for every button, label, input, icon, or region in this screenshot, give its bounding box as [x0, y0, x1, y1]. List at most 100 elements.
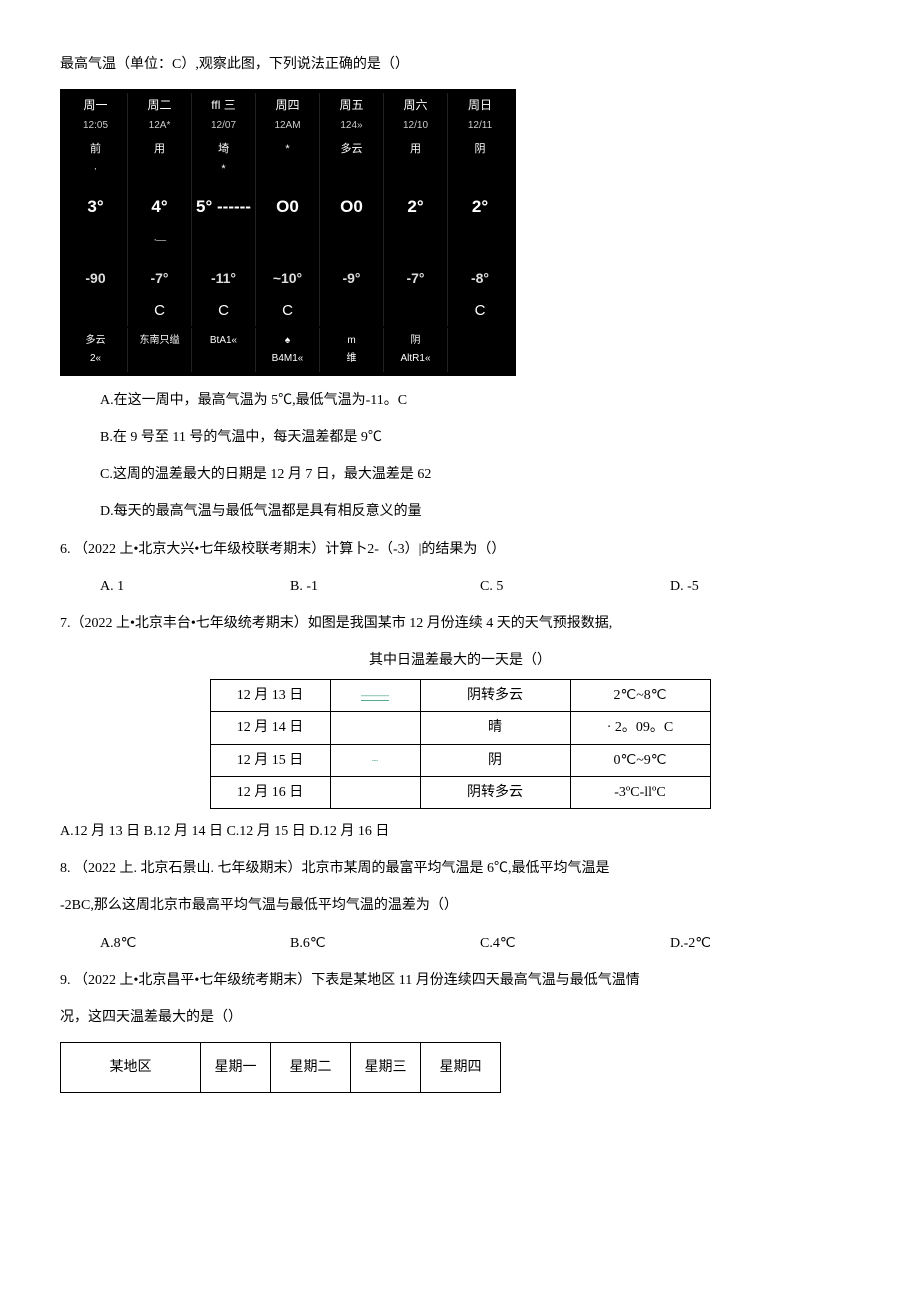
ww-unit-cell — [320, 295, 384, 326]
ww-cond-cell: 多云 — [320, 137, 384, 183]
ww-cond-cell: 阴 — [448, 137, 512, 183]
table-cell — [330, 776, 420, 808]
ww-hi-cell: 4°·— — [128, 182, 192, 259]
ww-unit-cell — [384, 295, 448, 326]
table-cell: ┈ — [330, 744, 420, 776]
ww-cond-cell: 埼* — [192, 137, 256, 183]
ww-day-cell: 周一12:05 — [64, 93, 128, 137]
ww-lo-cell: -11° — [192, 260, 256, 297]
q8-opt-d: D.-2℃ — [670, 931, 860, 956]
ww-cond-cell: 用 — [384, 137, 448, 183]
table-cell: · 2。09。C — [570, 712, 710, 744]
table-cell: 阴 — [420, 744, 570, 776]
ww-bottom-cell: m维 — [320, 328, 384, 372]
ww-bottom-cell: 东南只缢 — [128, 328, 192, 372]
ww-bottom-cell — [448, 328, 512, 372]
table-cell — [330, 712, 420, 744]
table-row: 12 月 16 日 阴转多云-3ºC-llºC — [210, 776, 710, 808]
ww-bottom-cell: ♠B4M1« — [256, 328, 320, 372]
table-row: 12 月 14 日 晴· 2。09。C — [210, 712, 710, 744]
ww-day-cell: 周四12AM — [256, 93, 320, 137]
q8-opt-b: B.6℃ — [290, 931, 480, 956]
weather-widget: 周一12:05周二12A*ffl 三12/07周四12AM周五124»周六12/… — [60, 89, 516, 376]
ww-hi-cell: 2° — [384, 182, 448, 259]
table-row: 12 月 13 日——阴转多云2℃~8℃ — [210, 680, 710, 712]
table-cell: 阴转多云 — [420, 680, 570, 712]
ww-day-cell: 周五124» — [320, 93, 384, 137]
ww-hi-cell: 2° — [448, 182, 512, 259]
ww-cond-row: 前·用埼**多云用阴 — [64, 137, 512, 183]
q5-intro: 最高气温（单位：C）,观察此图，下列说法正确的是（） — [60, 52, 860, 77]
q6-opt-a: A. 1 — [100, 574, 290, 599]
ww-cond-cell: 前· — [64, 137, 128, 183]
table-cell: 星期一 — [201, 1043, 271, 1093]
ww-hi-cell: O0 — [256, 182, 320, 259]
table-row: 某地区星期一星期二星期三星期四 — [61, 1043, 501, 1093]
ww-unit-cell — [64, 295, 128, 326]
table-cell: 0℃~9℃ — [570, 744, 710, 776]
table-cell: 星期四 — [421, 1043, 501, 1093]
ww-lo-row: -90-7°-11°~10°-9°-7°-8° — [64, 260, 512, 297]
q8-line1: 8. （2022 上. 北京石景山. 七年级期末）北京市某周的最富平均气温是 6… — [60, 856, 860, 881]
table-cell: -3ºC-llºC — [570, 776, 710, 808]
ww-hi-cell: O0 — [320, 182, 384, 259]
ww-hi-cell: 5° ------ — [192, 182, 256, 259]
ww-unit-row: CCCC — [64, 297, 512, 328]
table-cell: 12 月 16 日 — [210, 776, 330, 808]
ww-unit-cell: C — [192, 295, 256, 326]
ww-cond-cell: * — [256, 137, 320, 183]
q6-options: A. 1 B. -1 C. 5 D. -5 — [100, 574, 860, 599]
table-cell: 12 月 13 日 — [210, 680, 330, 712]
q6-opt-d: D. -5 — [670, 574, 860, 599]
table-cell: 星期二 — [271, 1043, 351, 1093]
ww-hi-row: 3°4°·—5° ------O0O02°2° — [64, 182, 512, 259]
q5-opt-d: D.每天的最高气温与最低气温都是具有相反意义的量 — [60, 499, 860, 524]
q5-opt-c: C.这周的温差最大的日期是 12 月 7 日，最大温差是 62 — [60, 462, 860, 487]
table-row: 12 月 15 日┈阴0℃~9℃ — [210, 744, 710, 776]
ww-bottom-row: 多云2«东南只缢BtA1«♠B4M1«m维阴AltR1« — [64, 328, 512, 372]
table-cell: —— — [330, 680, 420, 712]
ww-bottom-cell: BtA1« — [192, 328, 256, 372]
table-cell: 12 月 15 日 — [210, 744, 330, 776]
ww-bottom-cell: 阴AltR1« — [384, 328, 448, 372]
q6-stem: 6. （2022 上•北京大兴•七年级校联考期末）计算卜2-（-3）|的结果为（… — [60, 537, 860, 562]
ww-hi-cell: 3° — [64, 182, 128, 259]
ww-day-cell: ffl 三12/07 — [192, 93, 256, 137]
ww-bottom-cell: 多云2« — [64, 328, 128, 372]
ww-unit-cell: C — [256, 295, 320, 326]
q6-opt-c: C. 5 — [480, 574, 670, 599]
q5-opt-a: A.在这一周中，最高气温为 5℃,最低气温为-11。C — [60, 388, 860, 413]
ww-lo-cell: -7° — [128, 260, 192, 297]
ww-day-cell: 周六12/10 — [384, 93, 448, 137]
table-cell: 阴转多云 — [420, 776, 570, 808]
q7-answers: A.12 月 13 日 B.12 月 14 日 C.12 月 15 日 D.12… — [60, 819, 860, 844]
q9-line1: 9. （2022 上•北京昌平•七年级统考期末）下表是某地区 11 月份连续四天… — [60, 968, 860, 993]
q9-line2: 况，这四天温差最大的是（） — [60, 1005, 860, 1030]
q5-opt-b: B.在 9 号至 11 号的气温中，每天温差都是 9℃ — [60, 425, 860, 450]
ww-lo-cell: ~10° — [256, 260, 320, 297]
table-cell: 某地区 — [61, 1043, 201, 1093]
q7-stem: 7.（2022 上•北京丰台•七年级统考期末）如图是我国某市 12 月份连续 4… — [60, 611, 860, 636]
q7-caption: 其中日温差最大的一天是（） — [60, 648, 860, 673]
ww-lo-cell: -8° — [448, 260, 512, 297]
ww-unit-cell: C — [448, 295, 512, 326]
ww-lo-cell: -7° — [384, 260, 448, 297]
q8-opt-c: C.4℃ — [480, 931, 670, 956]
table-cell: 12 月 14 日 — [210, 712, 330, 744]
ww-lo-cell: -9° — [320, 260, 384, 297]
ww-day-cell: 周二12A* — [128, 93, 192, 137]
ww-header-row: 周一12:05周二12A*ffl 三12/07周四12AM周五124»周六12/… — [64, 93, 512, 137]
table-cell: 星期三 — [351, 1043, 421, 1093]
q9-table: 某地区星期一星期二星期三星期四 — [60, 1042, 501, 1093]
table-cell: 晴 — [420, 712, 570, 744]
q8-line2: -2BC,那么这周北京市最高平均气温与最低平均气温的温差为（） — [60, 893, 860, 918]
table-cell: 2℃~8℃ — [570, 680, 710, 712]
ww-cond-cell: 用 — [128, 137, 192, 183]
ww-unit-cell: C — [128, 295, 192, 326]
ww-day-cell: 周日12/11 — [448, 93, 512, 137]
q7-table: 12 月 13 日——阴转多云2℃~8℃12 月 14 日晴· 2。09。C12… — [210, 679, 711, 809]
q6-opt-b: B. -1 — [290, 574, 480, 599]
q8-opt-a: A.8℃ — [100, 931, 290, 956]
q8-options: A.8℃ B.6℃ C.4℃ D.-2℃ — [100, 931, 860, 956]
ww-lo-cell: -90 — [64, 260, 128, 297]
